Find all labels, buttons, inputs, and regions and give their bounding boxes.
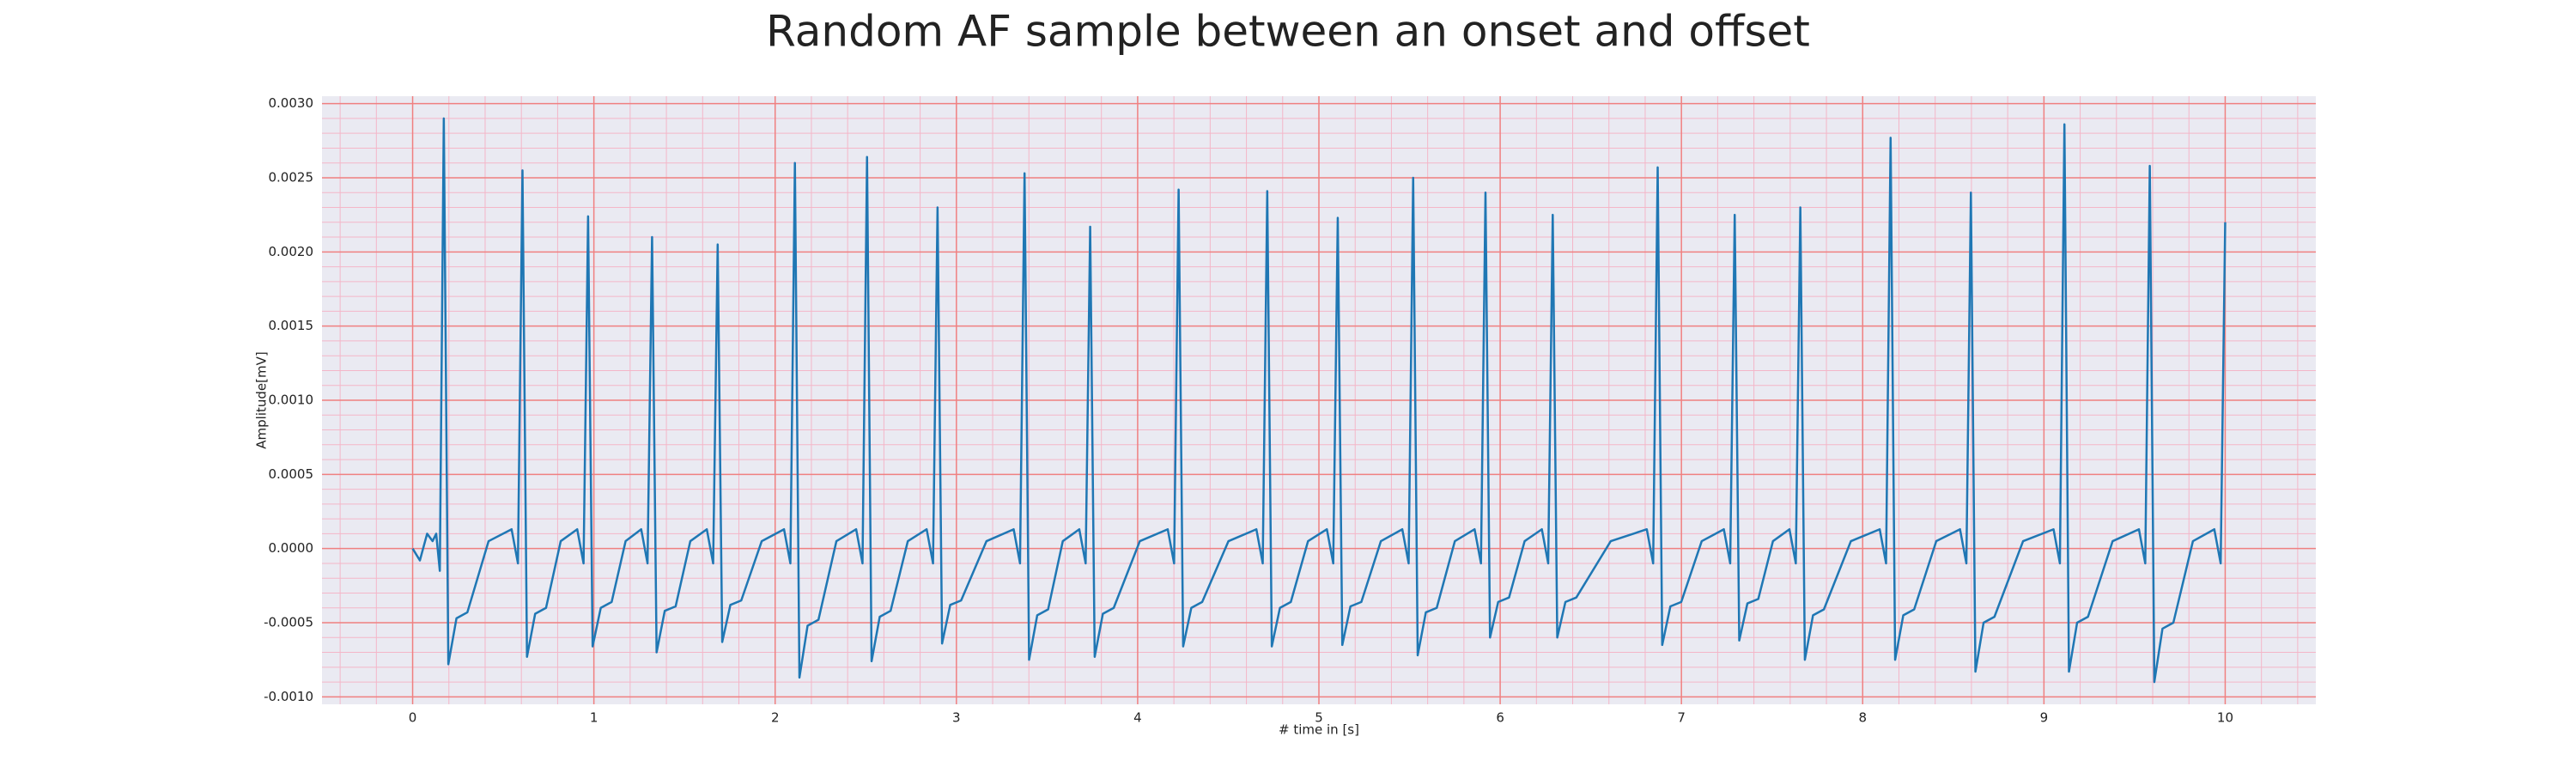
x-tick-label: 1	[590, 710, 598, 726]
x-tick-label: 8	[1858, 710, 1867, 726]
x-tick-label: 7	[1677, 710, 1686, 726]
y-tick-label: 0.0005	[269, 466, 314, 482]
y-tick-label: 0.0025	[269, 169, 314, 185]
signal-line	[411, 117, 2227, 684]
x-tick-label: 10	[2217, 710, 2233, 726]
chart-title: Random AF sample between an onset and of…	[766, 7, 1810, 57]
y-tick-label: 0.0030	[269, 95, 314, 111]
x-tick-label: 5	[1315, 710, 1323, 726]
y-tick-label: 0.0000	[269, 540, 314, 556]
y-tick-label: -0.0005	[264, 615, 313, 630]
x-tick-label: 4	[1133, 710, 1142, 726]
x-axis-label: # time in [s]	[1279, 722, 1359, 738]
y-tick-label: 0.0020	[269, 244, 314, 259]
x-tick-label: 0	[409, 710, 417, 726]
x-tick-label: 3	[952, 710, 961, 726]
y-axis-label: Amplitude[mV]	[254, 351, 270, 448]
y-tick-label: -0.0010	[264, 689, 313, 704]
y-tick-label: 0.0015	[269, 318, 314, 333]
x-tick-label: 2	[771, 710, 780, 726]
x-tick-label: 6	[1496, 710, 1504, 726]
y-tick-label: 0.0010	[269, 393, 314, 408]
x-tick-label: 9	[2040, 710, 2049, 726]
